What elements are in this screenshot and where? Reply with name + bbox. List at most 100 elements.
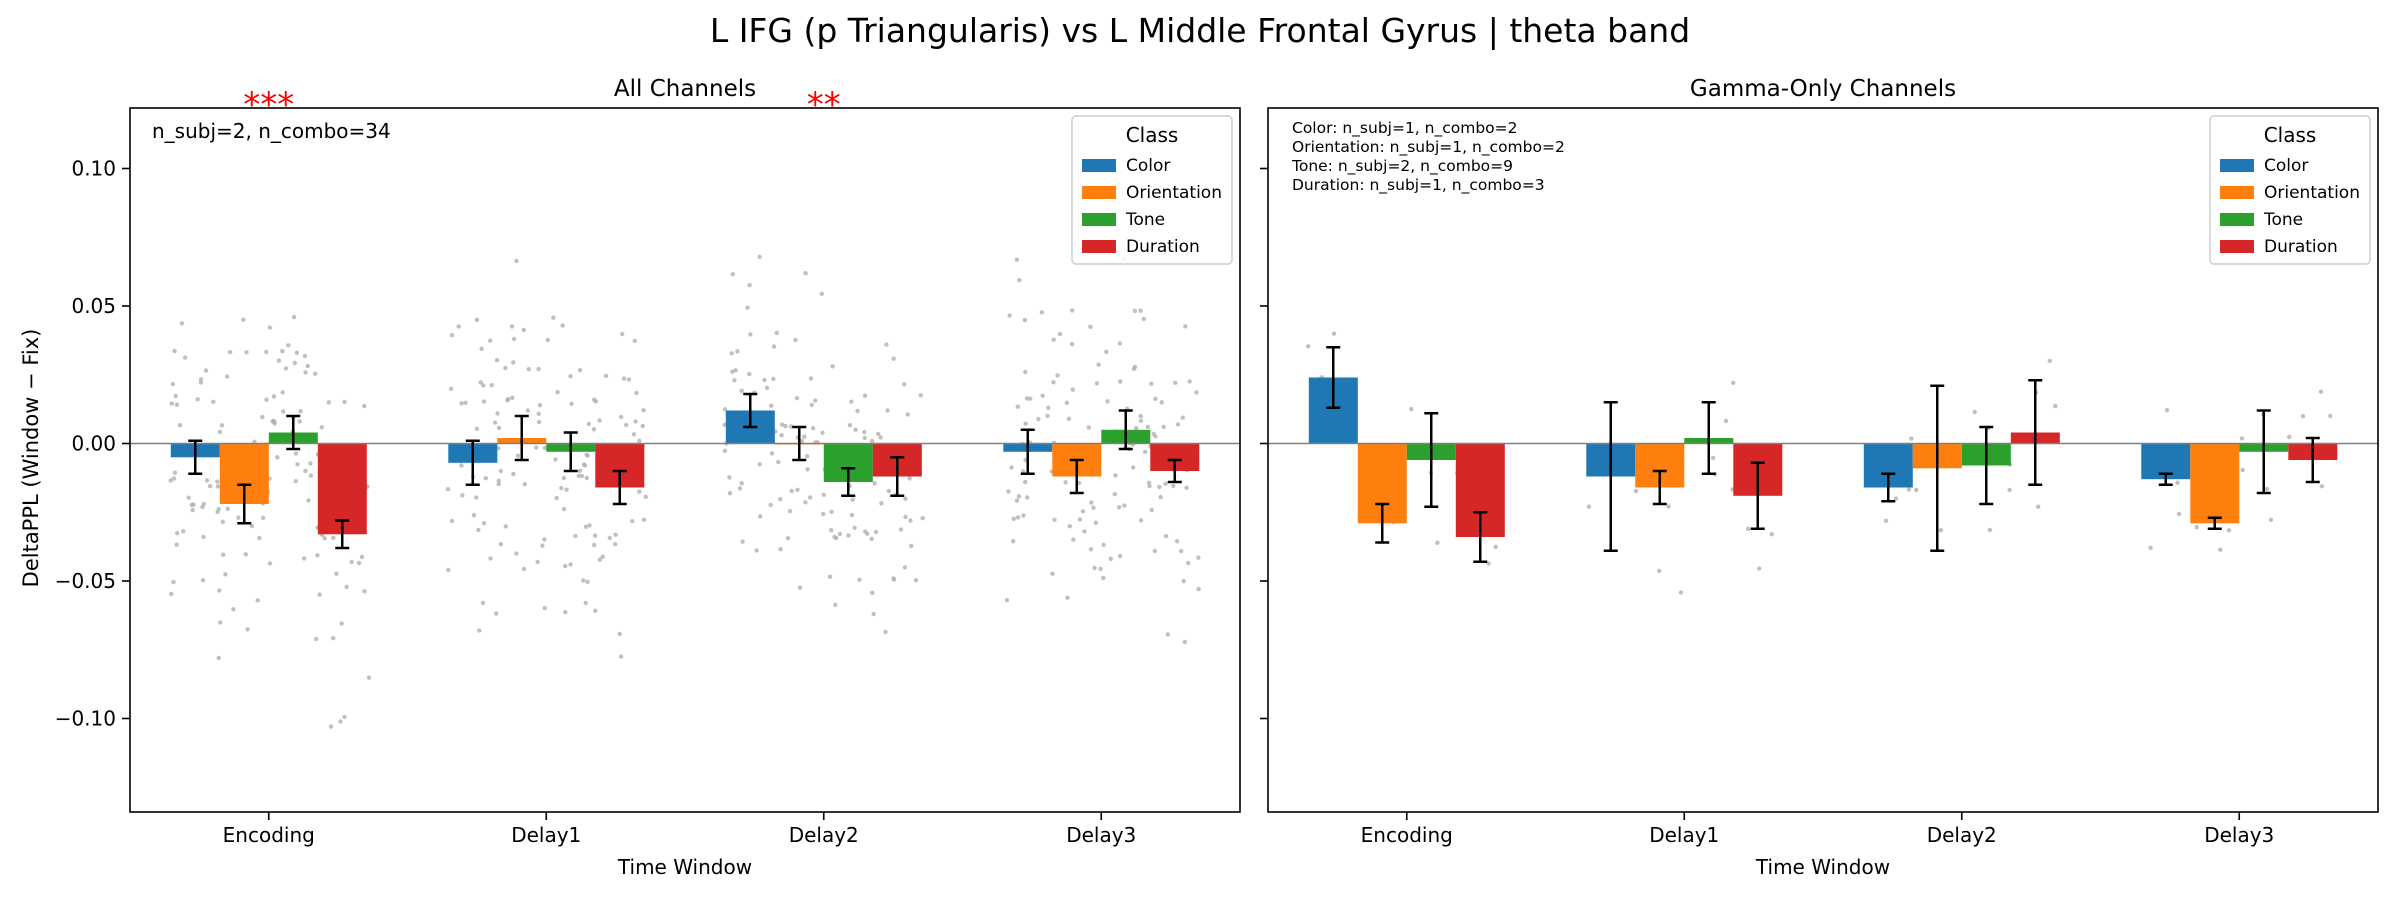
sample-point [1050,571,1055,576]
sample-point [272,419,277,424]
sample-point [521,327,526,333]
legend-label-duration: Duration [1126,237,1200,257]
sample-point [592,542,597,548]
sample-point [1153,396,1158,401]
sample-point [618,414,624,420]
sample-point [555,390,560,395]
sample-point [1657,568,1662,574]
sample-point [624,422,629,428]
sample-point [1069,341,1075,347]
y-tick-label: 0.00 [71,432,116,456]
sample-point [1138,518,1144,523]
sample-point [846,533,851,538]
error-bar-orientation-encoding [237,483,252,525]
sample-point [494,611,499,616]
sample-point [294,350,299,355]
sample-point [1117,341,1123,346]
sample-point [1132,364,1138,370]
sample-point [1893,496,1899,501]
sample-point [747,283,752,288]
sample-point [328,724,334,729]
sample-point [298,409,303,414]
sample-point [267,561,273,566]
sample-point [170,381,175,387]
sample-point [474,317,480,322]
legend-label-duration: Duration [2264,237,2338,257]
y-tick-label: −0.05 [55,569,116,593]
error-bar-duration-encoding [1473,511,1488,563]
sample-point [478,380,483,385]
sample-point [1769,532,1775,537]
sample-point [503,524,508,529]
sample-point [217,588,222,593]
sample-point [862,435,867,441]
sample-point [573,533,578,539]
sample-point [1987,527,1993,533]
sample-point [1171,483,1176,489]
error-bar-duration-delay1 [612,469,627,506]
sample-point [515,453,521,458]
sample-point [280,390,285,395]
sample-point [808,376,814,381]
sample-point [1064,400,1070,405]
sample-point [827,574,833,579]
sample-point [542,445,548,451]
sample-point [1017,278,1022,283]
sample-point [884,342,889,347]
sample-point [762,377,767,383]
sample-point [1165,632,1171,637]
sample-point [808,495,813,500]
sample-point [1108,556,1113,561]
sample-point [2319,484,2325,489]
sample-point [1163,481,1168,486]
sample-point [190,507,195,513]
sample-point [621,376,627,381]
sample-point [1025,495,1030,500]
sample-point [315,553,320,558]
sample-point [2226,528,2232,533]
sample-point [722,407,728,412]
sample-point [568,374,573,379]
sample-point [171,476,177,481]
legend-swatch-color [1082,159,1116,172]
sample-point [1182,639,1188,645]
sample-point [802,434,807,439]
sample-point [1071,537,1076,542]
legend-title: Class [1126,123,1179,147]
sample-point [1122,503,1127,508]
sample-point [448,386,454,391]
error-bar-duration-delay3 [2305,436,2320,484]
sample-point [613,542,618,547]
sample-point [498,542,503,547]
sample-point [788,424,794,429]
sample-point [1134,425,1139,431]
sample-point [1149,381,1154,386]
sample-point [821,511,826,517]
sample-point [1070,308,1075,313]
sample-point [474,426,480,431]
sample-point [496,481,501,487]
sample-point [446,567,451,573]
sample-point [481,521,487,526]
sample-point [632,338,637,343]
sample-point [216,655,221,661]
error-bar-tone-encoding [1424,412,1439,508]
sample-point [496,478,501,483]
sample-point [1306,344,1311,349]
sample-point [758,514,763,519]
sample-point [505,396,511,402]
sample-point [204,478,210,483]
error-bar-duration-delay2 [890,456,905,497]
sample-point [171,579,176,585]
sample-point [1036,416,1041,422]
x-tick-label: Delay1 [1649,823,1719,847]
sample-point [585,579,590,584]
x-tick-label: Encoding [1361,823,1453,847]
sample-point [293,479,298,484]
sample-point [334,571,339,576]
error-bar-color-encoding [1326,346,1341,409]
sample-point [301,556,307,561]
sample-point [1040,393,1045,398]
sample-point [492,420,498,425]
sample-point [878,435,883,440]
